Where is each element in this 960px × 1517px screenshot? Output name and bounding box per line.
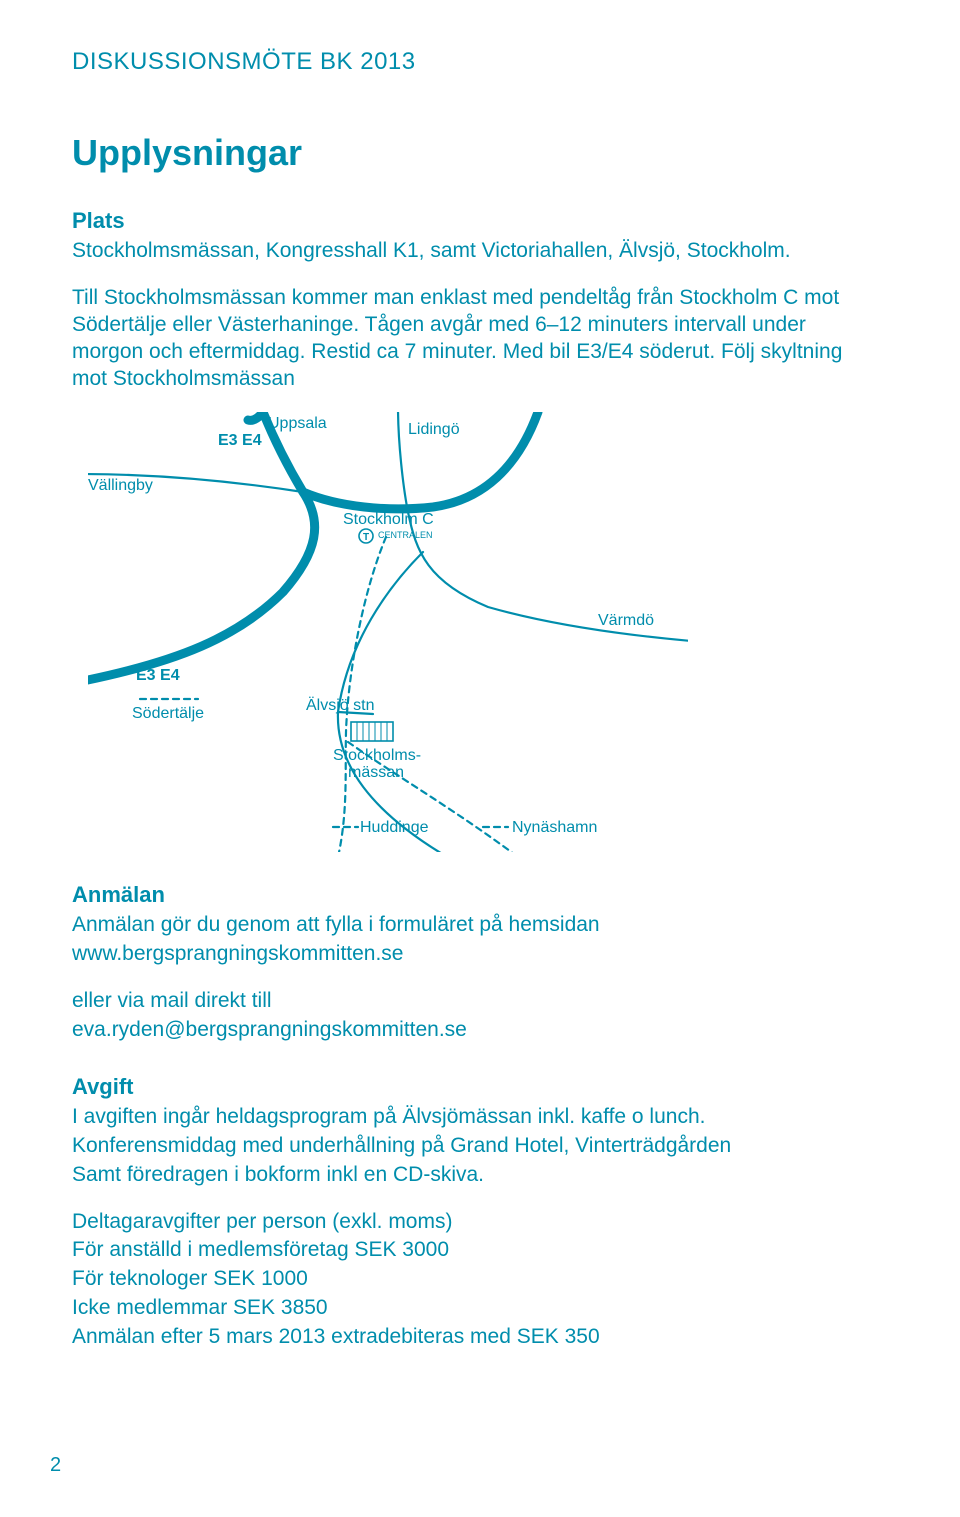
map-container: T Uppsala E3 E4 Lidingö Vällingby Stockh…	[88, 412, 888, 852]
avgift-line-3: Samt föredragen i bokform inkl en CD-ski…	[72, 1162, 872, 1189]
document-page: DISKUSSIONSMÖTE BK 2013 Upplysningar Pla…	[0, 0, 960, 1517]
map-label-e3e4-top: E3 E4	[218, 432, 262, 449]
running-header: DISKUSSIONSMÖTE BK 2013	[72, 48, 888, 76]
avgift-line-6: För teknologer SEK 1000	[72, 1266, 872, 1293]
avgift-line-7: Icke medlemmar SEK 3850	[72, 1295, 872, 1322]
plats-line-1: Stockholmsmässan, Kongresshall K1, samt …	[72, 238, 872, 265]
avgift-line-5: För anställd i medlemsföretag SEK 3000	[72, 1237, 872, 1264]
avgift-line-8: Anmälan efter 5 mars 2013 extradebiteras…	[72, 1324, 872, 1351]
anmalan-email[interactable]: eva.ryden@bergsprangningskommitten.se	[72, 1017, 872, 1044]
page-number: 2	[50, 1454, 61, 1477]
map-label-sodertalje: Södertälje	[132, 705, 204, 722]
map-svg: T Uppsala E3 E4 Lidingö Vällingby Stockh…	[88, 412, 688, 852]
avgift-line-1: I avgiften ingår heldagsprogram på Älvsj…	[72, 1104, 872, 1131]
avgift-line-2: Konferensmiddag med underhållning på Gra…	[72, 1133, 872, 1160]
avgift-body: I avgiften ingår heldagsprogram på Älvsj…	[72, 1104, 872, 1351]
map-label-centralen: CENTRALEN	[378, 530, 433, 540]
anmalan-line-3: eller via mail direkt till	[72, 988, 872, 1015]
map-label-massan1: Stockholms-	[333, 747, 421, 764]
map-label-stockholm-c: Stockholm C	[343, 511, 434, 528]
map-label-alvsjo-stn: Älvsjö stn	[306, 696, 374, 714]
map-label-vallingby: Vällingby	[88, 477, 153, 494]
avgift-line-4: Deltagaravgifter per person (exkl. moms)	[72, 1209, 872, 1236]
section-label-anmalan: Anmälan	[72, 882, 888, 908]
road-highway-n-arrow	[248, 412, 263, 420]
anmalan-line-1: Anmälan gör du genom att fylla i formulä…	[72, 912, 872, 939]
road-highway-nw	[88, 412, 315, 682]
map-label-huddinge: Huddinge	[360, 819, 429, 836]
map-label-massan2: mässan	[348, 764, 404, 781]
map-label-nynashamn: Nynäshamn	[512, 819, 597, 836]
page-title: Upplysningar	[72, 132, 888, 174]
anmalan-body: Anmälan gör du genom att fylla i formulä…	[72, 912, 872, 1044]
map-label-lidingo: Lidingö	[408, 421, 460, 438]
section-label-avgift: Avgift	[72, 1074, 888, 1100]
plats-line-2: Till Stockholmsmässan kommer man enklast…	[72, 285, 872, 393]
anmalan-link-1[interactable]: www.bergsprangningskommitten.se	[72, 941, 872, 968]
road-center-east	[398, 412, 688, 642]
t-letter: T	[363, 532, 369, 543]
map-label-varmdo: Värmdö	[598, 612, 654, 629]
map-label-uppsala: Uppsala	[268, 415, 327, 432]
section-label-plats: Plats	[72, 208, 888, 234]
stockholmsmassan-building	[351, 722, 393, 741]
plats-body: Stockholmsmässan, Kongresshall K1, samt …	[72, 238, 872, 392]
map-label-e3e4-left: E3 E4	[136, 667, 180, 684]
